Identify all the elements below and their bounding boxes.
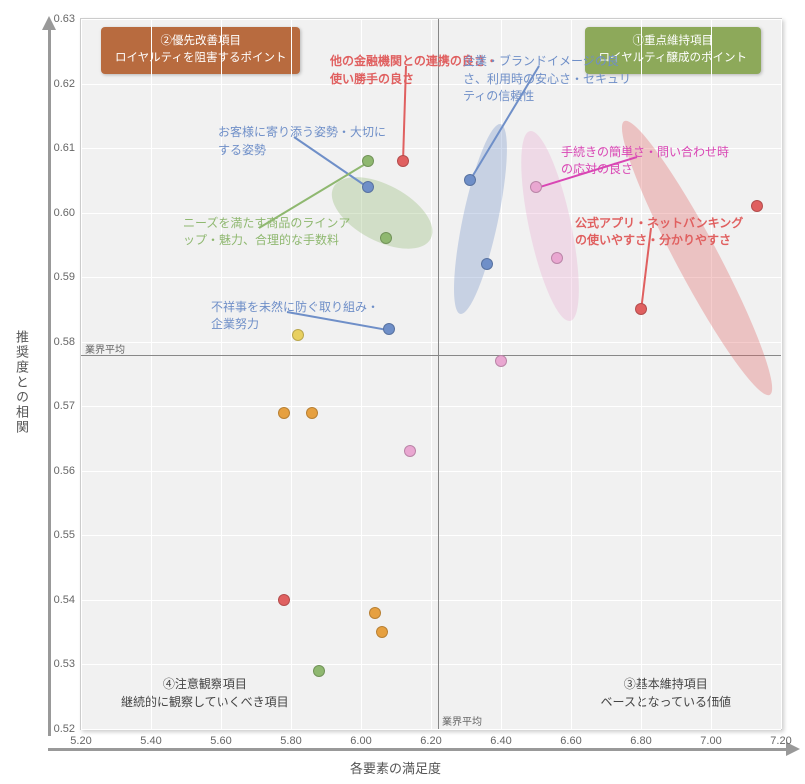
ytick-label: 0.59 <box>54 271 81 283</box>
data-point <box>362 181 374 193</box>
grid-h <box>81 277 781 278</box>
xtick-label: 7.00 <box>700 729 721 747</box>
badge-q2-l1: ②優先改善項目 <box>160 35 241 47</box>
badge-q1-l1: ①重点維持項目 <box>633 35 714 47</box>
data-point <box>313 665 325 677</box>
y-axis-title: 推奨度との相関 <box>12 330 31 435</box>
data-point <box>278 407 290 419</box>
data-point <box>383 323 395 335</box>
data-point <box>751 200 763 212</box>
callout-text: 手続きの簡単さ・問い合わせ時の応対の良さ <box>557 142 735 181</box>
xtick-label: 5.60 <box>210 729 231 747</box>
grid-h <box>81 19 781 20</box>
ytick-label: 0.55 <box>54 529 81 541</box>
avg-label-y: 業界平均 <box>85 341 125 356</box>
xtick-label: 6.20 <box>420 729 441 747</box>
xtick-label: 6.40 <box>490 729 511 747</box>
grid-h <box>81 342 781 343</box>
data-point <box>397 155 409 167</box>
data-point <box>362 155 374 167</box>
y-axis-shaft <box>48 28 51 736</box>
xtick-label: 6.60 <box>560 729 581 747</box>
grid-v <box>431 19 432 729</box>
xtick-label: 6.80 <box>630 729 651 747</box>
grid-v <box>641 19 642 729</box>
ytick-label: 0.53 <box>54 658 81 670</box>
grid-h <box>81 664 781 665</box>
grid-v <box>781 19 782 729</box>
data-point <box>464 174 476 186</box>
grid-v <box>571 19 572 729</box>
badge-q2-l2: ロイヤルティを阻害するポイント <box>115 52 286 64</box>
ytick-label: 0.56 <box>54 465 81 477</box>
grid-h <box>81 406 781 407</box>
ytick-label: 0.57 <box>54 400 81 412</box>
grid-h <box>81 729 781 730</box>
callout-text: 公式アプリ・ネットバンキングの使いやすさ・分かりやすさ <box>571 213 749 252</box>
grid-h <box>81 535 781 536</box>
badge-q2: ②優先改善項目 ロイヤルティを阻害するポイント <box>101 27 300 74</box>
avg-label-x: 業界平均 <box>442 713 482 728</box>
data-point <box>306 407 318 419</box>
ytick-label: 0.62 <box>54 78 81 90</box>
ytick-label: 0.60 <box>54 207 81 219</box>
chart-container: 推奨度との相関 各要素の満足度 ②優先改善項目 ロイヤルティを阻害するポイント … <box>0 0 805 784</box>
x-axis-shaft <box>48 748 786 751</box>
data-point <box>635 303 647 315</box>
industry-avg-h <box>81 355 781 356</box>
ytick-label: 0.63 <box>54 13 81 25</box>
plot-area: ②優先改善項目 ロイヤルティを阻害するポイント ①重点維持項目 ロイヤルティ醸成… <box>80 18 782 730</box>
ytick-label: 0.52 <box>54 723 81 735</box>
xtick-label: 5.40 <box>140 729 161 747</box>
grid-v <box>711 19 712 729</box>
ytick-label: 0.61 <box>54 142 81 154</box>
ytick-label: 0.54 <box>54 594 81 606</box>
data-point <box>530 181 542 193</box>
data-point <box>292 329 304 341</box>
ytick-label: 0.58 <box>54 336 81 348</box>
data-point <box>481 258 493 270</box>
grid-h <box>81 600 781 601</box>
x-axis-title: 各要素の満足度 <box>350 758 441 777</box>
grid-v <box>151 19 152 729</box>
callout-text: ニーズを満たす商品のラインアップ・魅力、合理的な手数料 <box>179 213 357 252</box>
xtick-label: 7.20 <box>770 729 791 747</box>
callout-text: 企業・ブランドイメージの良さ、利用時の安心さ・セキュリティの信頼性 <box>459 51 637 107</box>
data-point <box>376 626 388 638</box>
data-point <box>380 232 392 244</box>
data-point <box>369 607 381 619</box>
xtick-label: 6.00 <box>350 729 371 747</box>
grid-v <box>81 19 82 729</box>
xtick-label: 5.80 <box>280 729 301 747</box>
data-point <box>278 594 290 606</box>
data-point <box>404 445 416 457</box>
data-point <box>495 355 507 367</box>
industry-avg-v <box>438 19 439 729</box>
data-point <box>551 252 563 264</box>
highlight-ellipse <box>443 121 517 318</box>
quad-label-q4: ④注意観察項目 継続的に観察していくべき項目 <box>121 675 289 711</box>
grid-h <box>81 471 781 472</box>
